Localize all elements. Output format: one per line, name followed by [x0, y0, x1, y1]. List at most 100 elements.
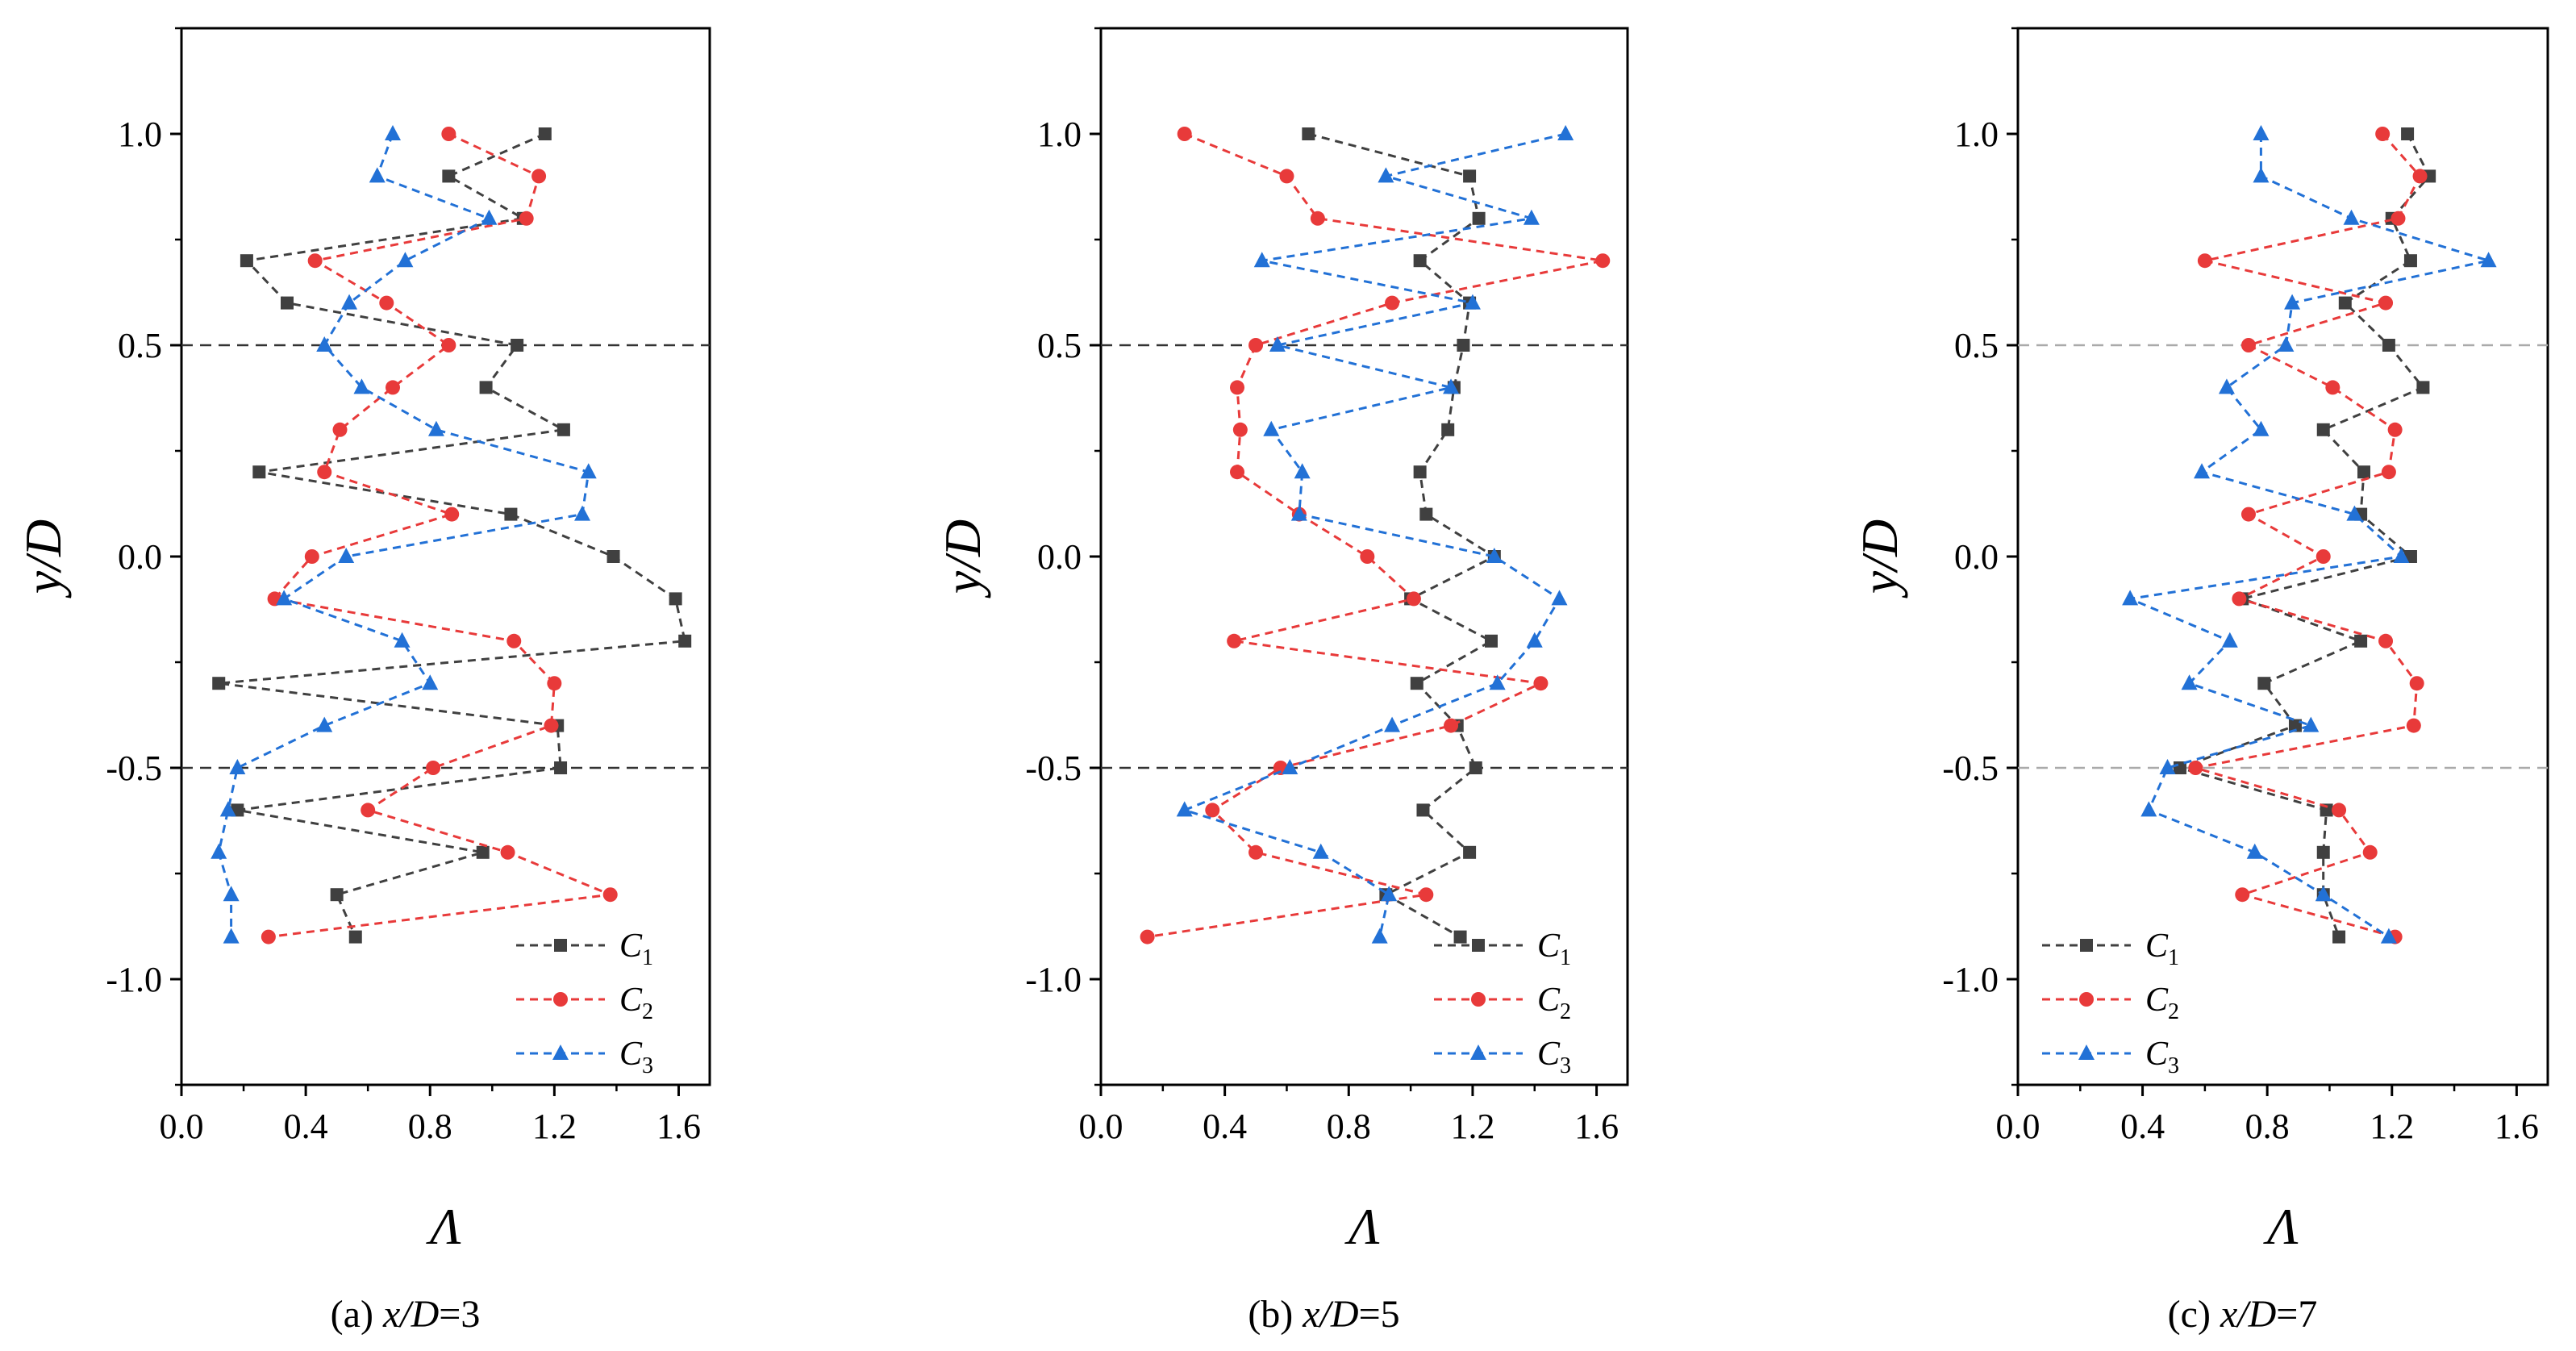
data-point-C2	[1310, 211, 1325, 226]
panel-caption: (c) x/D=7	[2168, 1293, 2318, 1336]
legend-label-C3: C3	[2145, 1036, 2179, 1078]
series-line-C1	[2176, 133, 2431, 938]
data-point-C1	[1413, 465, 1427, 479]
data-point-C2	[500, 844, 515, 860]
x-tick-label: 1.2	[1450, 1107, 1494, 1146]
data-point-C3	[1253, 252, 1270, 268]
data-point-C1	[240, 254, 253, 268]
data-point-C1	[1441, 423, 1455, 436]
data-point-C3	[1551, 590, 1568, 606]
y-axis-label: y/D	[1851, 519, 1908, 598]
legend: C1 C2 C3	[1434, 928, 1571, 1078]
legend-marker-C2	[1471, 992, 1486, 1007]
data-point-C3	[2159, 759, 2176, 774]
x-tick-label: 0.4	[284, 1107, 328, 1146]
chart-panel-1: 0.0 0.4 0.8 1.2 1.6 1.0 0.5 0.0 -0.5 -1.0 Λy/D C1 C2…	[15, 27, 711, 1336]
x-tick-label: 1.6	[1574, 1107, 1619, 1146]
data-point-C1	[2316, 845, 2330, 859]
data-point-C2	[2412, 169, 2428, 184]
data-point-C3	[1371, 928, 1388, 944]
data-point-C1	[2382, 339, 2395, 352]
data-point-C3	[394, 632, 411, 648]
data-point-C1	[2338, 296, 2352, 310]
legend: C1 C2 C3	[516, 928, 653, 1078]
legend-marker-C3	[552, 1045, 569, 1060]
legend-label-C1: C1	[619, 928, 653, 970]
data-point-C1	[511, 339, 524, 352]
data-point-C2	[1227, 633, 1242, 648]
series-line-C2	[268, 132, 615, 939]
x-tick-label: 0.8	[408, 1107, 452, 1146]
y-tick-label: 0.5	[118, 326, 162, 365]
y-tick-label: 1.0	[118, 115, 162, 154]
y-tick-label: -0.5	[1025, 748, 1082, 788]
data-point-C2	[2391, 211, 2406, 226]
data-point-C2	[1419, 887, 1434, 903]
data-point-C2	[2378, 633, 2394, 648]
data-point-C1	[2416, 381, 2430, 394]
data-point-C3	[210, 843, 227, 859]
y-tick-label: 0.0	[1037, 537, 1082, 577]
data-point-C1	[2257, 677, 2271, 690]
data-point-C3	[2303, 716, 2320, 732]
data-point-C2	[332, 422, 348, 437]
data-point-C1	[281, 296, 294, 310]
data-point-C3	[2181, 674, 2198, 690]
data-point-C3	[223, 928, 240, 944]
data-point-C2	[1232, 422, 1248, 437]
data-point-C1	[442, 169, 456, 183]
series-C2	[261, 127, 618, 944]
data-point-C1	[538, 127, 552, 140]
data-point-C1	[2354, 634, 2368, 648]
data-point-C3	[2346, 505, 2363, 521]
series-C3	[1176, 125, 1574, 944]
data-point-C3	[353, 378, 370, 394]
data-point-C3	[1269, 336, 1286, 352]
data-point-C2	[519, 211, 534, 226]
data-point-C2	[2325, 380, 2340, 395]
data-point-C3	[223, 886, 240, 902]
y-axis-label: y/D	[934, 519, 991, 598]
data-point-C1	[554, 761, 568, 774]
legend: C1 C2 C3	[2042, 928, 2179, 1078]
legend-label-C2: C2	[1537, 982, 1571, 1024]
data-point-C3	[2393, 548, 2410, 563]
series-line-C3	[2125, 134, 2494, 938]
y-tick-label: 1.0	[1037, 115, 1082, 154]
data-point-C1	[2403, 254, 2417, 268]
data-point-C3	[1176, 801, 1193, 817]
x-tick-label: 0.0	[1996, 1107, 2040, 1146]
legend-marker-C3	[1470, 1045, 1486, 1060]
y-tick-label: 1.0	[1954, 115, 1999, 154]
data-point-C1	[1302, 127, 1315, 140]
data-point-C2	[1230, 380, 1245, 395]
data-point-C3	[1489, 674, 1506, 690]
x-tick-label: 0.8	[2245, 1107, 2290, 1146]
data-point-C2	[2362, 844, 2378, 860]
data-point-C3	[1443, 378, 1460, 394]
series-C3	[2122, 125, 2497, 944]
data-point-C3	[397, 252, 414, 268]
data-point-C1	[212, 677, 226, 690]
x-axis-label: Λ	[426, 1198, 461, 1255]
data-point-C2	[2381, 465, 2396, 480]
data-point-C3	[2315, 886, 2332, 902]
data-point-C2	[386, 380, 400, 395]
data-point-C1	[1463, 169, 1477, 183]
legend-marker-C1	[1472, 939, 1485, 952]
y-tick-label: 0.0	[118, 537, 162, 577]
data-point-C3	[316, 716, 333, 732]
data-point-C1	[1457, 339, 1470, 352]
data-point-C3	[338, 548, 355, 563]
data-point-C3	[427, 420, 444, 436]
series-C1	[212, 127, 692, 944]
data-point-C2	[2378, 295, 2394, 311]
x-tick-label: 1.2	[2370, 1107, 2414, 1146]
series-line-C1	[1308, 132, 1497, 938]
data-point-C2	[317, 465, 332, 480]
data-point-C2	[307, 253, 323, 269]
data-point-C3	[2284, 294, 2301, 310]
legend-marker-C1	[2080, 939, 2093, 952]
data-point-C2	[602, 887, 618, 903]
data-point-C2	[2409, 676, 2424, 691]
